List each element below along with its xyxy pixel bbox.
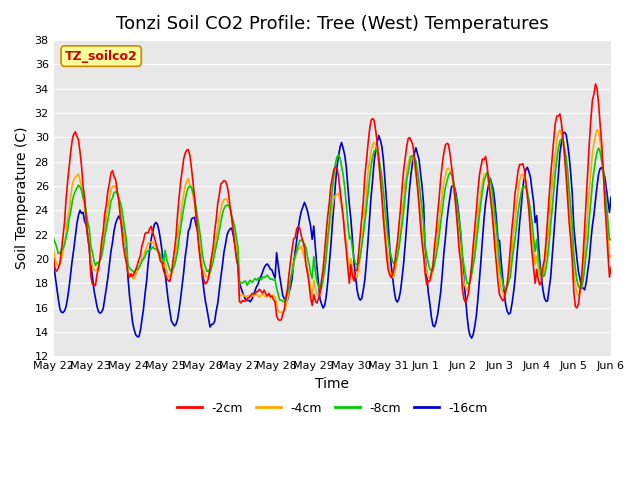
-2cm bbox=[50, 256, 58, 262]
-2cm bbox=[369, 116, 376, 121]
-8cm bbox=[387, 253, 395, 259]
Text: TZ_soilco2: TZ_soilco2 bbox=[65, 49, 138, 62]
-8cm bbox=[400, 210, 408, 216]
-2cm bbox=[541, 257, 548, 263]
-16cm bbox=[386, 243, 394, 249]
-16cm bbox=[398, 276, 406, 281]
-4cm bbox=[369, 142, 376, 148]
-2cm bbox=[65, 165, 73, 170]
-8cm bbox=[541, 273, 548, 279]
-16cm bbox=[65, 284, 73, 290]
-16cm bbox=[561, 130, 568, 135]
Line: -4cm: -4cm bbox=[54, 130, 611, 312]
-2cm bbox=[591, 81, 599, 87]
-8cm bbox=[369, 154, 376, 160]
-8cm bbox=[279, 299, 287, 304]
-2cm bbox=[607, 264, 615, 270]
-16cm bbox=[367, 194, 375, 200]
Title: Tonzi Soil CO2 Profile: Tree (West) Temperatures: Tonzi Soil CO2 Profile: Tree (West) Temp… bbox=[116, 15, 548, 33]
X-axis label: Time: Time bbox=[316, 377, 349, 391]
-4cm bbox=[593, 127, 601, 133]
-4cm bbox=[50, 248, 58, 253]
-4cm bbox=[541, 264, 548, 270]
-2cm bbox=[276, 317, 284, 323]
-16cm bbox=[607, 194, 615, 200]
-16cm bbox=[154, 221, 161, 227]
-8cm bbox=[154, 247, 161, 253]
-4cm bbox=[154, 248, 161, 253]
-16cm bbox=[468, 335, 476, 341]
-4cm bbox=[65, 207, 73, 213]
-8cm bbox=[607, 236, 615, 242]
Legend: -2cm, -4cm, -8cm, -16cm: -2cm, -4cm, -8cm, -16cm bbox=[172, 396, 493, 420]
-4cm bbox=[387, 273, 395, 279]
-2cm bbox=[387, 275, 395, 280]
Y-axis label: Soil Temperature (C): Soil Temperature (C) bbox=[15, 127, 29, 269]
Line: -2cm: -2cm bbox=[54, 84, 611, 320]
-8cm bbox=[65, 216, 73, 221]
-2cm bbox=[154, 246, 161, 252]
-2cm bbox=[400, 168, 408, 174]
Line: -8cm: -8cm bbox=[54, 139, 611, 301]
-8cm bbox=[50, 236, 58, 241]
-4cm bbox=[279, 310, 287, 315]
Line: -16cm: -16cm bbox=[54, 132, 611, 338]
-16cm bbox=[541, 295, 548, 301]
-16cm bbox=[50, 260, 58, 266]
-8cm bbox=[559, 136, 567, 142]
-4cm bbox=[607, 253, 615, 259]
-4cm bbox=[400, 196, 408, 202]
